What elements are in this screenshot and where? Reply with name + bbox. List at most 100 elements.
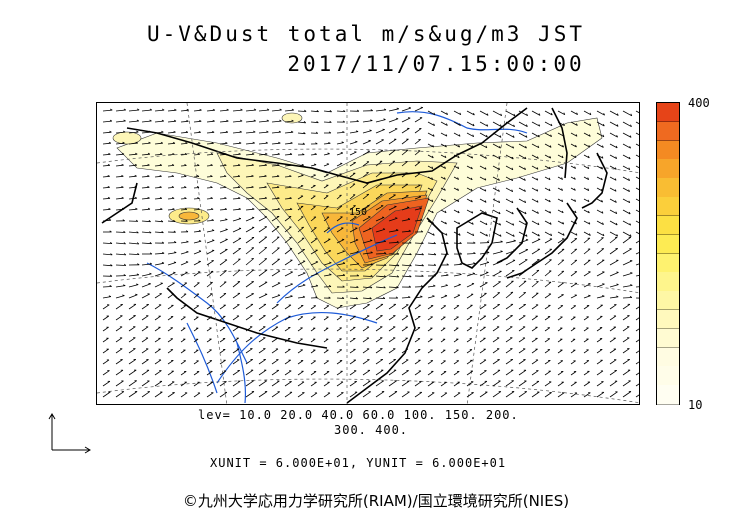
wind-arrow-head — [340, 152, 344, 154]
wind-arrow-head — [524, 156, 527, 159]
wind-arrow — [557, 154, 564, 159]
wind-arrow-head — [446, 252, 449, 255]
wind-arrow — [141, 242, 152, 245]
wind-arrow — [479, 154, 487, 159]
wind-arrow — [297, 327, 303, 332]
wind-arrow — [466, 392, 474, 398]
wind-arrow-head — [109, 119, 113, 122]
wind-arrow-head — [549, 145, 552, 148]
wind-arrow — [466, 349, 473, 354]
wind-arrow — [206, 392, 214, 398]
wind-arrow — [375, 303, 384, 310]
wind-arrow — [479, 262, 490, 266]
wind-arrow — [518, 304, 526, 310]
wind-arrow — [180, 187, 187, 189]
wind-arrow — [154, 175, 162, 178]
wind-arrow-head — [511, 167, 514, 170]
wind-arrow — [570, 165, 576, 169]
wind-arrow — [596, 283, 605, 288]
coastlines — [101, 107, 608, 404]
wind-arrow — [557, 371, 564, 376]
wind-arrow-head — [238, 152, 241, 155]
wind-arrow-head — [107, 163, 111, 166]
wind-arrow — [245, 348, 253, 354]
wind-arrow — [453, 349, 459, 354]
wind-arrow — [453, 132, 461, 137]
wind-arrow — [323, 316, 329, 321]
wind-arrow-head — [576, 123, 578, 126]
wind-arrow — [453, 154, 460, 159]
wind-arrow — [635, 187, 639, 191]
wind-arrow — [258, 120, 269, 123]
wind-arrow — [544, 165, 551, 170]
wind-arrow-head — [395, 217, 398, 219]
wind-arrow-head — [446, 263, 449, 266]
wind-arrow-head — [537, 145, 540, 148]
wind-arrow — [557, 110, 565, 116]
wind-arrow — [128, 120, 139, 123]
wind-arrow — [557, 327, 563, 332]
wind-arrow — [102, 359, 110, 365]
wind-arrow — [531, 143, 540, 149]
wind-arrow — [336, 274, 345, 277]
wind-arrow-head — [147, 207, 151, 210]
wind-arrow-head — [587, 155, 590, 159]
colorbar-band — [657, 159, 679, 179]
wind-arrow — [128, 231, 139, 234]
wind-arrow — [583, 187, 589, 191]
wind-arrow-head — [149, 231, 152, 234]
wind-arrow — [635, 286, 639, 288]
wind-arrow — [349, 263, 359, 266]
wind-arrow — [635, 252, 639, 255]
wind-arrow — [479, 143, 488, 149]
wind-arrow — [531, 220, 540, 226]
wind-arrow — [141, 186, 150, 189]
wind-arrow — [492, 251, 503, 255]
wind-arrow — [245, 237, 255, 244]
wind-arrow — [102, 370, 110, 376]
wind-arrow — [219, 131, 228, 134]
wind-arrow-head — [329, 110, 332, 113]
wind-arrow — [596, 209, 604, 214]
wind-arrow — [128, 303, 137, 310]
wind-arrow — [479, 370, 487, 376]
wind-arrow — [427, 349, 433, 354]
wind-arrow — [401, 359, 409, 365]
wind-arrow-head — [341, 296, 345, 299]
wind-arrow — [401, 264, 412, 267]
wind-arrow-head — [432, 222, 435, 225]
wind-arrow — [193, 349, 199, 354]
wind-arrow — [193, 154, 200, 156]
wind-arrow-head — [173, 261, 177, 263]
wind-arrow — [258, 337, 266, 343]
wind-arrow — [232, 348, 240, 354]
wind-arrow — [219, 391, 228, 398]
wind-arrow-head — [123, 263, 127, 266]
wind-arrow — [440, 349, 446, 354]
wind-arrow — [323, 250, 332, 255]
wind-arrow-head — [302, 284, 306, 286]
wind-arrow — [310, 110, 319, 113]
wind-arrow — [323, 360, 329, 365]
wind-arrow — [583, 110, 592, 116]
wind-arrow — [245, 131, 256, 134]
wind-arrow — [349, 297, 358, 300]
wind-arrow — [388, 171, 396, 178]
wind-arrow-head — [147, 152, 151, 155]
wind-arrow — [492, 380, 501, 387]
wind-arrow — [583, 370, 590, 376]
wind-arrow-head — [223, 174, 227, 177]
wind-arrow-head — [239, 130, 242, 133]
wind-arrow — [427, 121, 435, 126]
wind-arrow — [609, 121, 619, 127]
wind-arrow-head — [458, 283, 461, 285]
wind-arrow-head — [499, 234, 502, 237]
wind-arrow-head — [525, 135, 528, 138]
wind-arrow — [206, 198, 213, 200]
wind-arrow-head — [408, 295, 411, 298]
wind-arrow — [141, 391, 151, 398]
wind-arrow — [349, 286, 359, 288]
wind-arrow — [271, 186, 280, 189]
wind-arrow — [583, 316, 589, 321]
wind-arrow-head — [561, 210, 564, 213]
